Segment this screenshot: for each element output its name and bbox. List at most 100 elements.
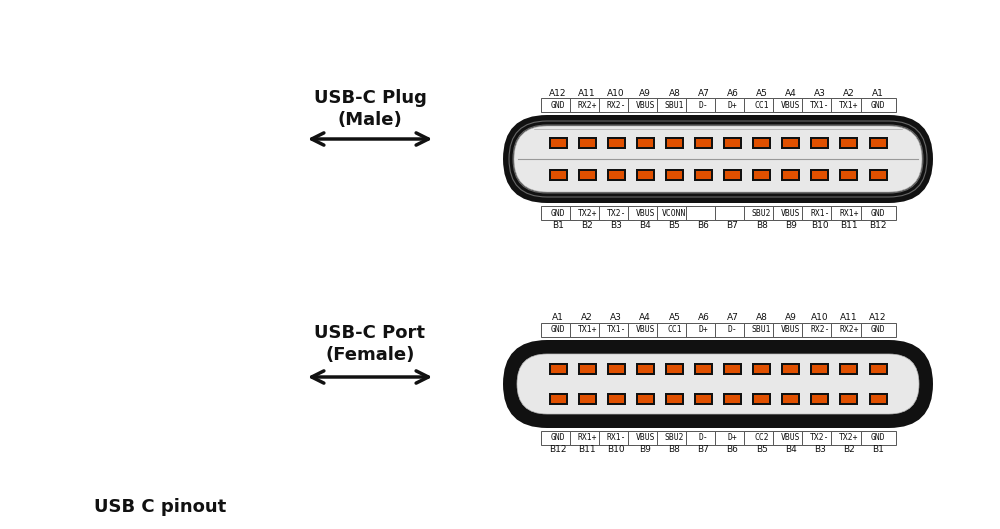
Text: RX1-: RX1- xyxy=(606,433,626,442)
FancyBboxPatch shape xyxy=(839,169,858,181)
FancyBboxPatch shape xyxy=(686,206,721,220)
Text: CC1: CC1 xyxy=(754,101,769,110)
FancyBboxPatch shape xyxy=(723,362,742,375)
Text: GND: GND xyxy=(551,325,565,334)
FancyBboxPatch shape xyxy=(578,362,597,375)
Text: VCONN: VCONN xyxy=(662,208,687,217)
Text: VBUS: VBUS xyxy=(636,433,655,442)
FancyBboxPatch shape xyxy=(638,395,653,404)
Text: A1: A1 xyxy=(552,314,564,323)
FancyBboxPatch shape xyxy=(607,394,626,405)
FancyBboxPatch shape xyxy=(841,171,856,179)
FancyBboxPatch shape xyxy=(667,171,682,179)
FancyBboxPatch shape xyxy=(503,115,933,203)
FancyBboxPatch shape xyxy=(548,362,568,375)
FancyBboxPatch shape xyxy=(548,169,568,181)
Text: A6: A6 xyxy=(698,314,709,323)
Text: B3: B3 xyxy=(814,445,826,454)
Text: VBUS: VBUS xyxy=(781,208,800,217)
Text: RX2+: RX2+ xyxy=(839,325,859,334)
FancyBboxPatch shape xyxy=(802,431,837,445)
FancyBboxPatch shape xyxy=(580,395,595,404)
Text: USB C pinout: USB C pinout xyxy=(94,498,226,516)
FancyBboxPatch shape xyxy=(636,169,655,181)
Text: B7: B7 xyxy=(727,221,738,230)
FancyBboxPatch shape xyxy=(550,364,566,372)
FancyBboxPatch shape xyxy=(548,394,568,405)
Text: TX2+: TX2+ xyxy=(577,208,597,217)
FancyBboxPatch shape xyxy=(667,395,682,404)
FancyBboxPatch shape xyxy=(715,206,750,220)
FancyBboxPatch shape xyxy=(696,171,711,179)
FancyBboxPatch shape xyxy=(802,98,837,112)
FancyBboxPatch shape xyxy=(870,364,886,372)
FancyBboxPatch shape xyxy=(868,136,888,149)
FancyBboxPatch shape xyxy=(540,206,576,220)
FancyBboxPatch shape xyxy=(686,98,721,112)
FancyBboxPatch shape xyxy=(831,206,866,220)
FancyBboxPatch shape xyxy=(841,364,856,372)
FancyBboxPatch shape xyxy=(540,323,576,337)
FancyBboxPatch shape xyxy=(715,323,750,337)
Text: B4: B4 xyxy=(785,445,797,454)
Text: VBUS: VBUS xyxy=(781,101,800,110)
FancyBboxPatch shape xyxy=(636,362,655,375)
Text: RX1+: RX1+ xyxy=(577,433,597,442)
FancyBboxPatch shape xyxy=(754,171,769,179)
Text: A10: A10 xyxy=(607,88,625,97)
FancyBboxPatch shape xyxy=(723,136,742,149)
Text: D-: D- xyxy=(728,325,737,334)
FancyBboxPatch shape xyxy=(812,171,827,179)
Text: TX1-: TX1- xyxy=(810,101,830,110)
FancyBboxPatch shape xyxy=(870,395,886,404)
FancyBboxPatch shape xyxy=(599,431,634,445)
FancyBboxPatch shape xyxy=(744,431,779,445)
Text: TX2+: TX2+ xyxy=(839,433,859,442)
Text: B3: B3 xyxy=(610,221,622,230)
Text: B1: B1 xyxy=(872,445,884,454)
FancyBboxPatch shape xyxy=(540,431,576,445)
Text: RX2-: RX2- xyxy=(606,101,626,110)
Text: A5: A5 xyxy=(756,88,768,97)
FancyBboxPatch shape xyxy=(696,139,711,147)
FancyBboxPatch shape xyxy=(781,362,800,375)
Text: D+: D+ xyxy=(728,433,737,442)
FancyBboxPatch shape xyxy=(860,431,896,445)
FancyBboxPatch shape xyxy=(686,431,721,445)
Text: A1: A1 xyxy=(872,88,884,97)
Text: GND: GND xyxy=(551,208,565,217)
FancyBboxPatch shape xyxy=(550,171,566,179)
FancyBboxPatch shape xyxy=(783,139,798,147)
Text: A4: A4 xyxy=(785,88,797,97)
FancyBboxPatch shape xyxy=(810,394,829,405)
FancyBboxPatch shape xyxy=(754,364,769,372)
Text: A10: A10 xyxy=(811,314,829,323)
FancyBboxPatch shape xyxy=(744,98,779,112)
Text: TX1+: TX1+ xyxy=(577,325,597,334)
Text: B2: B2 xyxy=(581,221,593,230)
Text: A11: A11 xyxy=(840,314,858,323)
Text: SBU1: SBU1 xyxy=(665,101,684,110)
FancyBboxPatch shape xyxy=(715,98,750,112)
FancyBboxPatch shape xyxy=(860,206,896,220)
FancyBboxPatch shape xyxy=(781,136,800,149)
FancyBboxPatch shape xyxy=(839,136,858,149)
Text: B10: B10 xyxy=(811,221,829,230)
Text: GND: GND xyxy=(551,101,565,110)
Text: A9: A9 xyxy=(639,88,651,97)
FancyBboxPatch shape xyxy=(752,169,771,181)
Text: B6: B6 xyxy=(727,445,738,454)
Text: B5: B5 xyxy=(756,445,768,454)
FancyBboxPatch shape xyxy=(609,395,624,404)
Text: B7: B7 xyxy=(698,445,709,454)
Text: CC2: CC2 xyxy=(754,433,769,442)
FancyBboxPatch shape xyxy=(578,169,597,181)
Text: VBUS: VBUS xyxy=(636,208,655,217)
FancyBboxPatch shape xyxy=(636,136,655,149)
FancyBboxPatch shape xyxy=(580,171,595,179)
FancyBboxPatch shape xyxy=(773,431,808,445)
Text: TX1-: TX1- xyxy=(606,325,626,334)
Text: SBU2: SBU2 xyxy=(752,208,771,217)
FancyBboxPatch shape xyxy=(628,206,663,220)
Text: GND: GND xyxy=(871,101,885,110)
